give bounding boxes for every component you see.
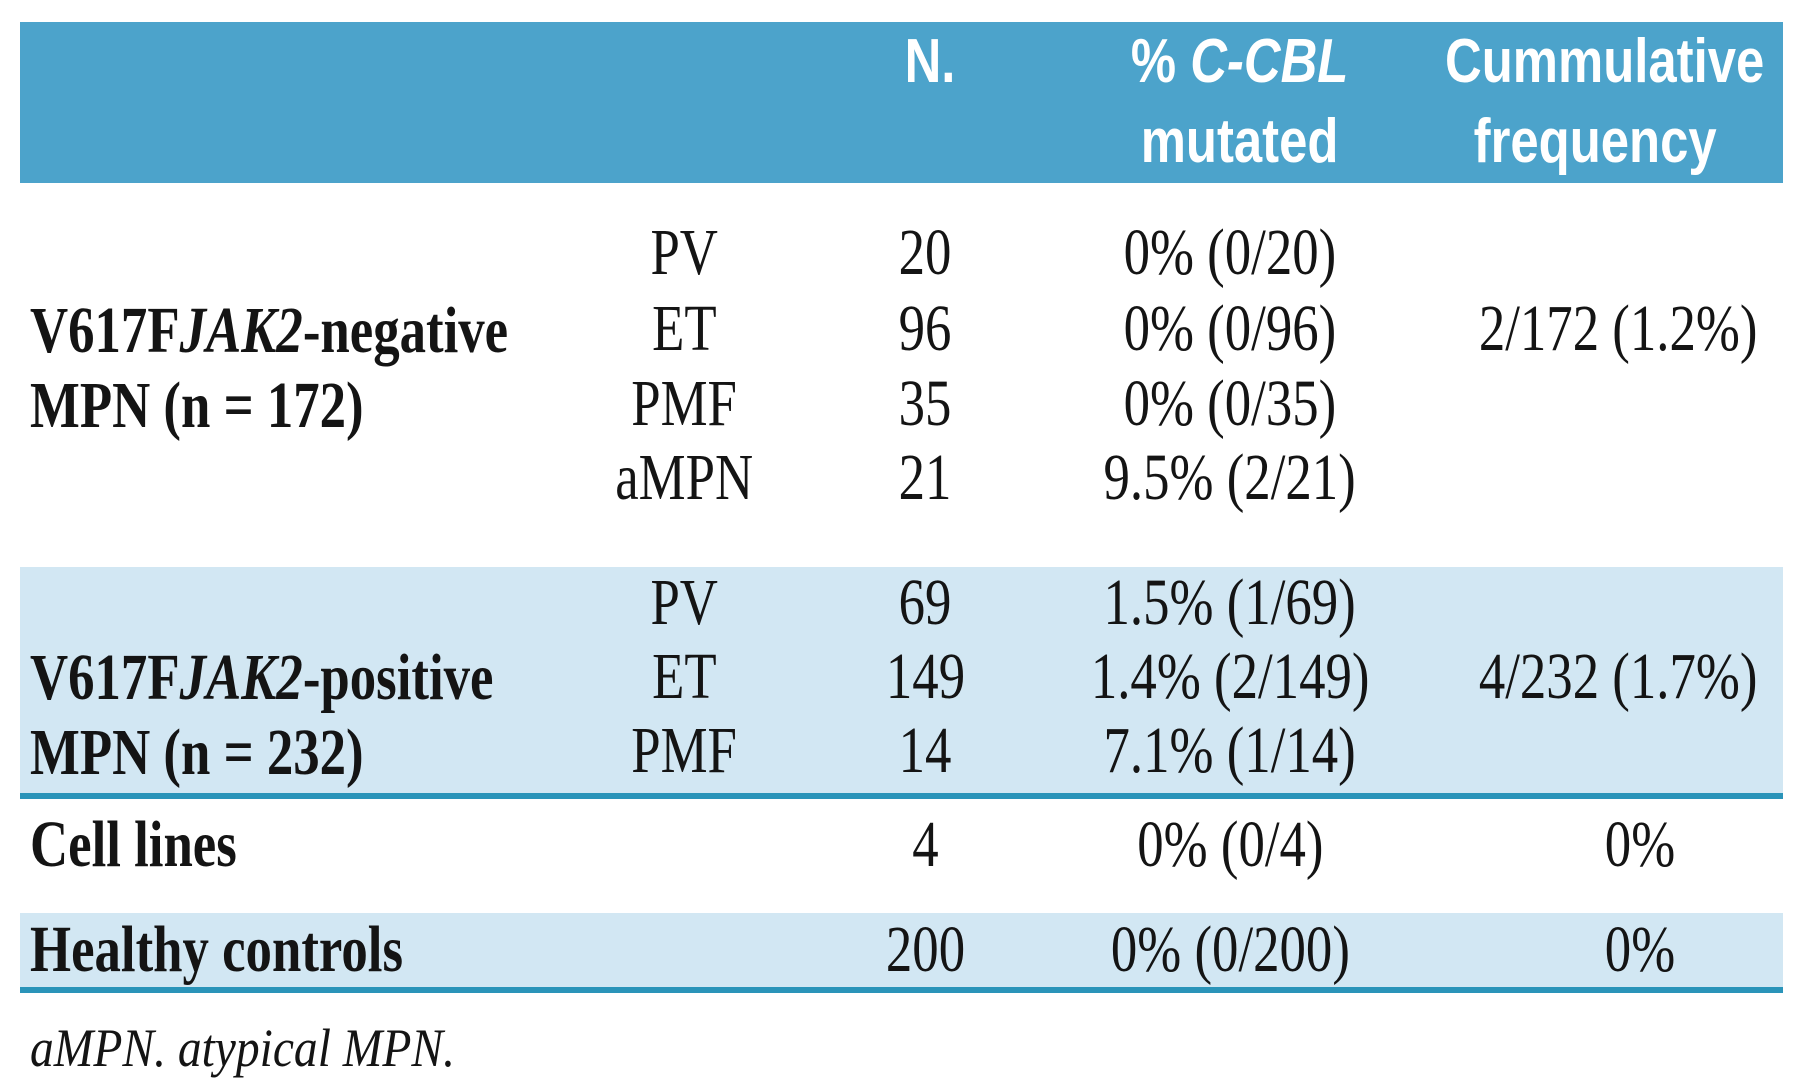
cell-subtype: PMF xyxy=(631,714,737,787)
cell-pct-mutated: 0% (0/96) xyxy=(1123,292,1337,365)
group-label-jak2-negative: V617FJAK2-negative MPN (n = 172) xyxy=(30,293,628,443)
cell-n: 20 xyxy=(898,216,952,289)
cell-pct-mutated: 0% (0/4) xyxy=(1136,808,1324,881)
pct-header-line2: mutated xyxy=(1141,107,1339,176)
group-label-line1: V617FJAK2-negative xyxy=(30,294,509,367)
cell-subtype: ET xyxy=(651,292,717,365)
header-row-background xyxy=(20,22,1783,183)
column-header-n: N. xyxy=(810,22,1050,183)
cell-n: 69 xyxy=(898,566,952,639)
cell-n: 35 xyxy=(898,367,952,440)
healthy-controls-row-background xyxy=(20,913,1783,987)
cell-subtype: PMF xyxy=(631,367,737,440)
group-label-jak2-positive: V617FJAK2-positive MPN (n = 232) xyxy=(30,640,609,790)
cell-n: 21 xyxy=(898,441,952,514)
cell-cumulative-frequency: 0% xyxy=(1604,808,1676,881)
row-label-cell-lines: Cell lines xyxy=(30,808,237,881)
column-header-cumulative-frequency: Cummulative frequency xyxy=(1410,22,1780,183)
cell-pct-mutated: 0% (0/20) xyxy=(1123,216,1337,289)
cell-pct-mutated: 0% (0/200) xyxy=(1110,913,1350,986)
cell-subtype: PV xyxy=(650,216,718,289)
cell-pct-mutated: 7.1% (1/14) xyxy=(1103,714,1357,787)
cell-pct-mutated: 9.5% (2/21) xyxy=(1103,441,1357,514)
cell-n: 14 xyxy=(898,714,952,787)
table-footnote: aMPN. atypical MPN. xyxy=(30,1018,455,1078)
pct-header-line1: % C-CBL xyxy=(1131,27,1349,96)
cumulative-header-line2: frequency xyxy=(1473,107,1717,176)
group-label-line1: V617FJAK2-positive xyxy=(30,641,494,714)
cell-pct-mutated: 0% (0/35) xyxy=(1123,367,1337,440)
gene-name-italic: C-CBL xyxy=(1190,27,1349,96)
column-header-n-text: N. xyxy=(904,27,956,96)
cell-n: 200 xyxy=(885,913,965,986)
group-label-line2: MPN (n = 172) xyxy=(30,369,364,442)
cumulative-header-line1: Cummulative xyxy=(1445,27,1765,96)
cell-cumulative-frequency: 2/172 (1.2%) xyxy=(1478,292,1758,365)
cell-cumulative-frequency: 0% xyxy=(1604,913,1676,986)
cell-n: 96 xyxy=(898,292,952,365)
cell-pct-mutated: 1.5% (1/69) xyxy=(1103,566,1357,639)
separator-rule-top xyxy=(20,793,1783,799)
gene-name-italic: JAK2 xyxy=(179,641,303,714)
cell-n: 149 xyxy=(885,640,965,713)
cell-pct-mutated: 1.4% (2/149) xyxy=(1090,640,1370,713)
gene-name-italic: JAK2 xyxy=(179,294,303,367)
cell-subtype: PV xyxy=(650,566,718,639)
separator-rule-bottom xyxy=(20,987,1783,993)
cell-cumulative-frequency: 4/232 (1.7%) xyxy=(1478,640,1758,713)
row-label-healthy-controls: Healthy controls xyxy=(30,913,404,986)
jak2-positive-section-background xyxy=(20,567,1783,793)
group-label-line2: MPN (n = 232) xyxy=(30,716,364,789)
cell-n: 4 xyxy=(911,808,939,881)
column-header-pct-mutated: % C-CBL mutated xyxy=(1070,22,1410,183)
cell-subtype: ET xyxy=(651,640,717,713)
cell-subtype: aMPN xyxy=(615,441,753,514)
